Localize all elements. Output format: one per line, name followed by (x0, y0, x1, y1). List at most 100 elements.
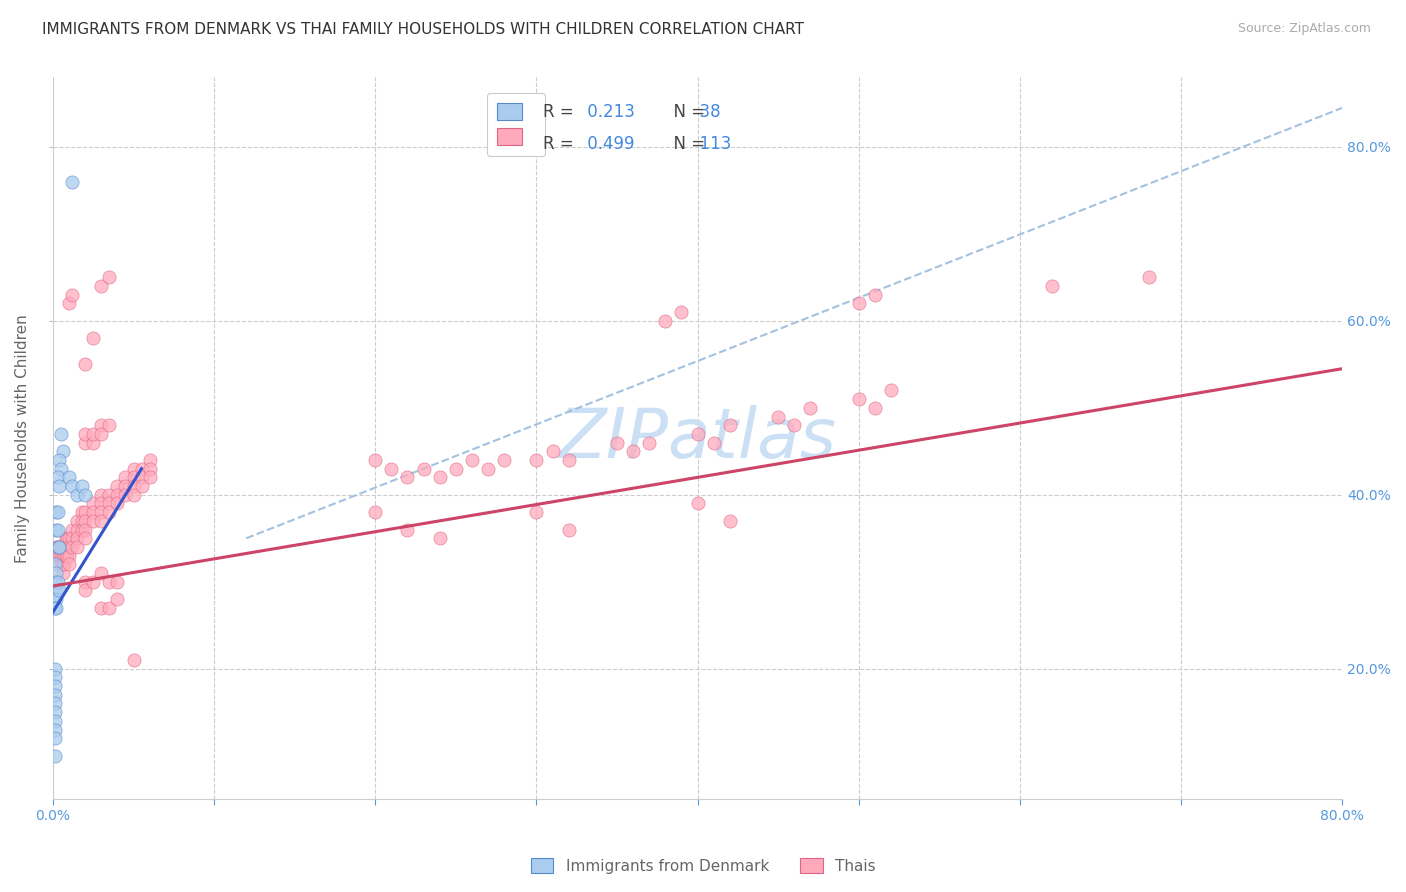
Point (44, 731, 66, 746)
Point (48, 479, 70, 493)
Point (58, 558, 80, 572)
Point (75, 523, 97, 537)
Point (98, 600, 121, 615)
Point (48, 549, 70, 563)
Point (783, 418, 806, 433)
Point (880, 384, 903, 398)
Point (90, 566, 112, 580)
Point (58, 540, 80, 554)
Point (49, 558, 72, 572)
Point (494, 453, 516, 467)
Point (105, 574, 128, 589)
Point (49, 426, 72, 441)
Point (1137, 270, 1160, 285)
Point (58, 531, 80, 545)
Point (131, 470, 153, 484)
Point (44, 714, 66, 728)
Point (122, 488, 145, 502)
Point (122, 470, 145, 484)
Text: Source: ZipAtlas.com: Source: ZipAtlas.com (1237, 22, 1371, 36)
Point (461, 453, 484, 467)
Point (444, 461, 467, 475)
Point (45, 540, 67, 554)
Point (66, 523, 89, 537)
Point (766, 409, 789, 424)
Point (55, 549, 77, 563)
Point (90, 505, 112, 519)
Point (364, 453, 387, 467)
Point (70, 479, 93, 493)
Point (46, 574, 69, 589)
Point (60, 479, 83, 493)
Point (122, 653, 145, 667)
Point (53, 540, 76, 554)
Point (526, 505, 548, 519)
Point (863, 287, 886, 301)
Point (412, 461, 434, 475)
Point (44, 574, 66, 589)
Point (114, 488, 136, 502)
Point (131, 461, 153, 475)
Point (53, 549, 76, 563)
Point (122, 479, 145, 493)
Point (90, 426, 112, 441)
Point (44, 662, 66, 676)
Point (44, 748, 66, 763)
Point (848, 392, 870, 406)
Point (82, 426, 104, 441)
Text: N =: N = (662, 103, 704, 121)
Point (75, 426, 97, 441)
Point (98, 574, 121, 589)
Point (98, 496, 121, 510)
Point (75, 583, 97, 598)
Point (52, 540, 75, 554)
Point (396, 470, 419, 484)
Point (55, 540, 77, 554)
Point (131, 479, 153, 493)
Point (48, 540, 70, 554)
Point (82, 574, 104, 589)
Point (46, 523, 69, 537)
Point (44, 592, 66, 607)
Point (44, 723, 66, 737)
Point (75, 357, 97, 371)
Text: 38: 38 (689, 103, 720, 121)
Point (90, 496, 112, 510)
Text: 0.213: 0.213 (582, 103, 634, 121)
Point (138, 461, 160, 475)
Point (105, 592, 128, 607)
Point (654, 314, 676, 328)
Point (98, 270, 121, 285)
Point (45, 583, 67, 598)
Point (429, 470, 451, 484)
Point (98, 418, 121, 433)
Point (90, 279, 112, 293)
Y-axis label: Family Households with Children: Family Households with Children (15, 314, 30, 563)
Point (75, 574, 97, 589)
Point (114, 479, 136, 493)
Text: N =: N = (662, 135, 704, 153)
Point (55, 531, 77, 545)
Point (44, 705, 66, 719)
Point (541, 444, 564, 458)
Point (82, 331, 104, 345)
Point (49, 461, 72, 475)
Point (45, 592, 67, 607)
Point (60, 175, 83, 189)
Point (606, 435, 628, 450)
Point (90, 514, 112, 528)
Point (66, 514, 89, 528)
Text: ZIPatlas: ZIPatlas (558, 405, 837, 472)
Point (66, 540, 89, 554)
Point (122, 461, 145, 475)
Point (90, 418, 112, 433)
Text: R =: R = (543, 103, 574, 121)
Point (718, 418, 741, 433)
Point (56, 540, 79, 554)
Point (1040, 279, 1063, 293)
Point (799, 401, 821, 415)
Point (364, 505, 387, 519)
Legend: Immigrants from Denmark, Thais: Immigrants from Denmark, Thais (524, 852, 882, 880)
Point (82, 496, 104, 510)
Point (75, 514, 97, 528)
